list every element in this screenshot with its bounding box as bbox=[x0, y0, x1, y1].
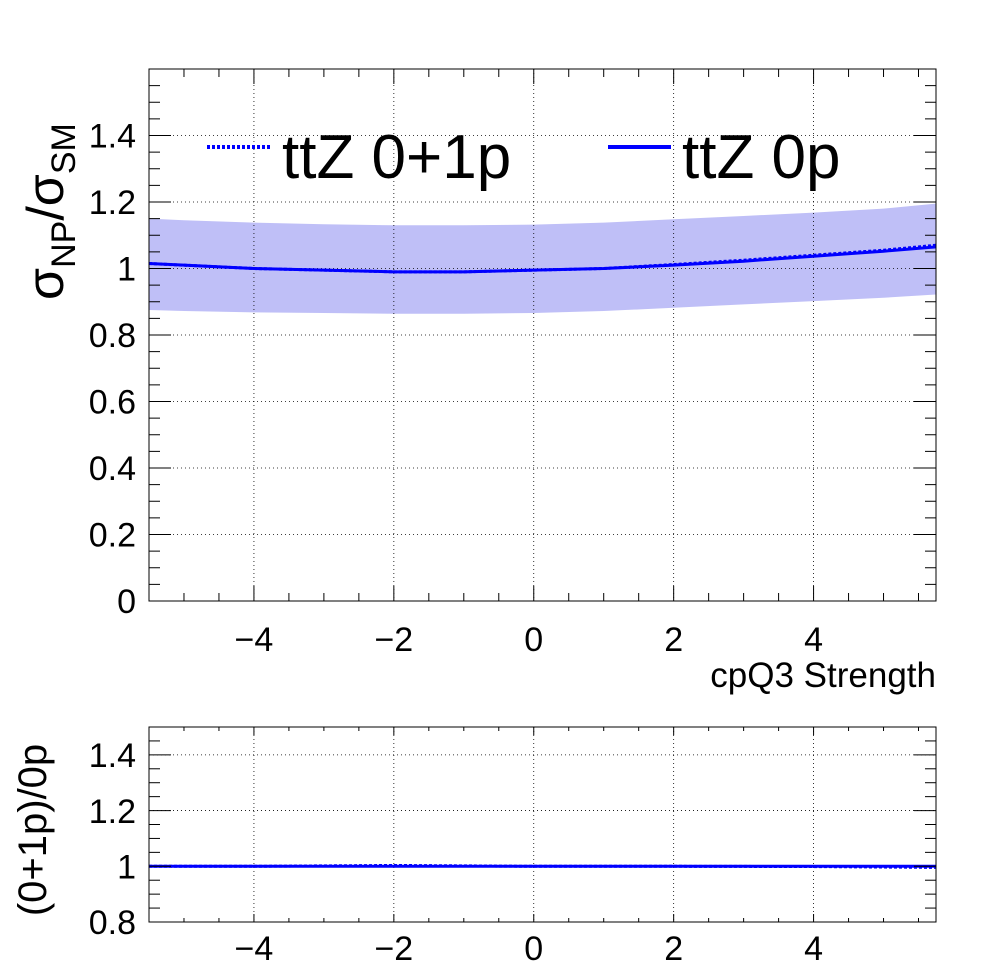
x-tick-label: 0 bbox=[524, 930, 543, 968]
y-axis-title: σNP/σSM bbox=[17, 123, 83, 300]
legend-label-ttz-0p: ttZ 0p bbox=[682, 123, 841, 192]
x-tick-label: −4 bbox=[235, 930, 274, 968]
y-tick-label: 1.4 bbox=[89, 737, 136, 775]
y-tick-label: 0 bbox=[117, 583, 136, 621]
x-tick-label: 2 bbox=[664, 621, 683, 659]
ratio-ticks bbox=[148, 726, 936, 923]
y-tick-label: 1 bbox=[117, 251, 136, 289]
main-panel: −4 −2 0 2 4 0 0.2 0.4 0.6 0.8 1 1.2 1.4 cpQ3 Streng… bbox=[17, 68, 937, 695]
y-tick-label: 1 bbox=[117, 849, 136, 887]
main-y-tick-labels: 0 0.2 0.4 0.6 0.8 1 1.2 1.4 bbox=[89, 118, 136, 621]
y-tick-label: 0.2 bbox=[89, 517, 136, 555]
ratio-x-tick-labels: −4 −2 0 2 4 bbox=[235, 930, 823, 968]
main-x-tick-labels: −4 −2 0 2 4 bbox=[235, 621, 823, 659]
uncertainty-band-area bbox=[149, 203, 936, 314]
x-tick-label: −2 bbox=[374, 930, 413, 968]
uncertainty-band bbox=[149, 203, 936, 314]
y-tick-label: 0.4 bbox=[89, 450, 136, 488]
main-grid bbox=[149, 69, 936, 601]
x-tick-label: 4 bbox=[804, 621, 823, 659]
series-line-1 bbox=[148, 245, 937, 274]
y-tick-label: 1.2 bbox=[89, 793, 136, 831]
ratio-grid bbox=[149, 727, 936, 922]
y-tick-label: 0.8 bbox=[89, 904, 136, 942]
ratio-y-axis-title: (0+1p)/0p bbox=[11, 744, 55, 916]
x-tick-label: 2 bbox=[664, 930, 683, 968]
ratio-series bbox=[149, 863, 937, 869]
ratio-panel: −4 −2 0 2 4 0.8 1 1.2 1.4 (0+1p)/0p bbox=[11, 726, 937, 968]
y-tick-label: 0.6 bbox=[89, 384, 136, 422]
main-series bbox=[148, 243, 937, 274]
x-tick-label: 0 bbox=[524, 621, 543, 659]
x-tick-label: −4 bbox=[235, 621, 274, 659]
ratio-y-tick-labels: 0.8 1 1.2 1.4 bbox=[89, 737, 136, 942]
legend-label-ttz-0-1p: ttZ 0+1p bbox=[282, 123, 511, 192]
x-tick-label: −2 bbox=[374, 621, 413, 659]
x-axis-title: cpQ3 Strength bbox=[710, 656, 936, 695]
y-tick-label: 0.8 bbox=[89, 317, 136, 355]
y-tick-label: 1.2 bbox=[89, 184, 136, 222]
main-ticks bbox=[148, 68, 936, 602]
x-tick-label: 4 bbox=[804, 930, 823, 968]
y-tick-label: 1.4 bbox=[89, 118, 136, 156]
legend: ttZ 0+1p ttZ 0p bbox=[207, 123, 841, 192]
